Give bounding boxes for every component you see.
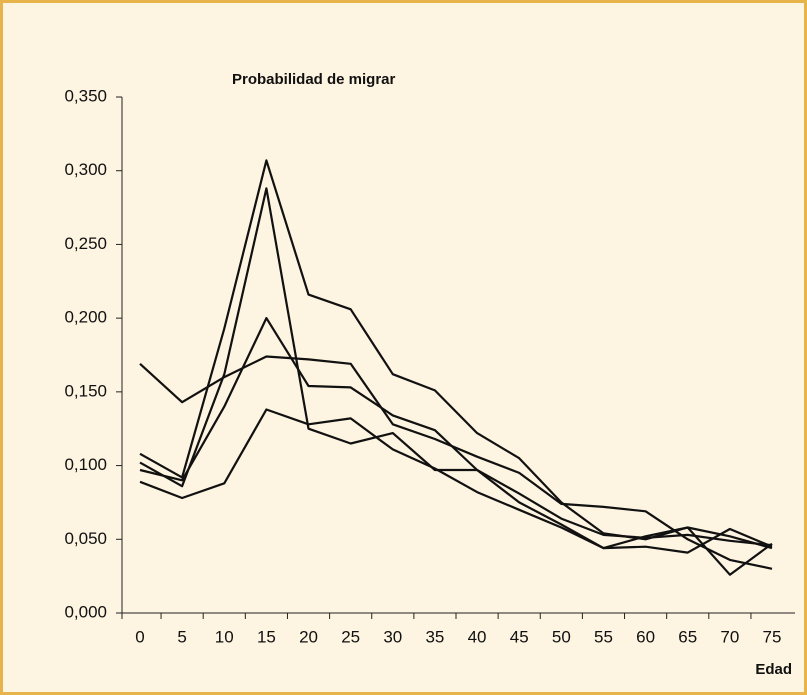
x-tick-label: 5 [177,627,186,646]
y-tick-label: 0,000 [64,602,107,621]
y-tick-label: 0,150 [64,381,107,400]
x-tick-label: 65 [678,627,697,646]
series-line [139,355,773,570]
y-tick-label: 0,050 [64,529,107,548]
x-tick-label: 0 [135,627,144,646]
y-tick-label: 0,250 [64,234,107,253]
series-line [139,187,773,554]
y-tick-label: 0,300 [64,160,107,179]
x-tick-label: 20 [299,627,318,646]
y-tick-label: 0,350 [64,86,107,105]
x-tick-label: 40 [468,627,487,646]
chart-title: Probabilidad de migrar [232,71,396,88]
x-tick-label: 75 [763,627,782,646]
x-tick-label: 60 [636,627,655,646]
x-axis-label: Edad [755,661,792,678]
x-tick-label: 15 [257,627,276,646]
x-tick-label: 55 [594,627,613,646]
y-tick-label: 0,200 [64,308,107,327]
x-tick-label: 50 [552,627,571,646]
series-line [139,408,773,576]
x-tick-label: 45 [510,627,529,646]
x-tick-label: 70 [720,627,739,646]
x-tick-label: 10 [215,627,234,646]
x-tick-label: 30 [383,627,402,646]
x-tick-label: 25 [341,627,360,646]
series-line [139,159,773,550]
series-line [139,317,773,547]
y-tick-label: 0,100 [64,455,107,474]
x-tick-label: 35 [425,627,444,646]
